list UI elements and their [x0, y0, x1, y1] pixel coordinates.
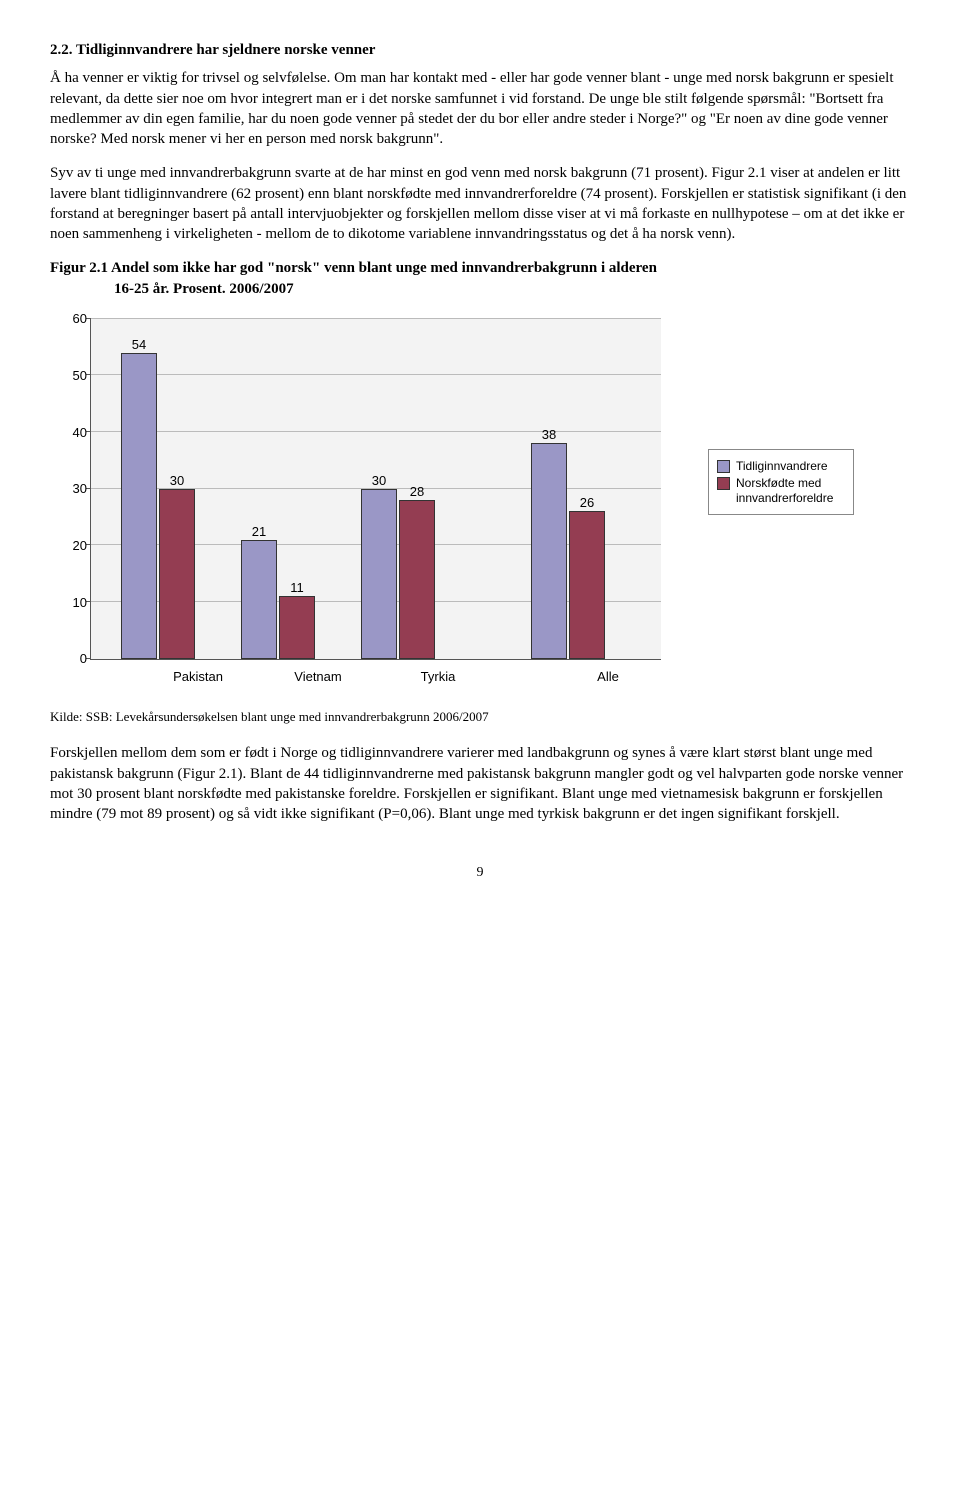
chart-legend: Tidliginnvandrere Norskfødte med innvandr…	[708, 449, 854, 515]
y-tick-label: 10	[63, 593, 87, 611]
bar-chart: 5430211130283826 0102030405060	[90, 319, 661, 660]
y-tick-label: 60	[63, 310, 87, 328]
y-tick-label: 50	[63, 367, 87, 385]
legend-item: Tidliginnvandrere	[717, 459, 845, 473]
bar-value-label: 30	[362, 472, 396, 490]
x-axis-labels: Pakistan Vietnam Tyrkia Alle	[130, 668, 700, 688]
paragraph-3: Forskjellen mellom dem som er født i Nor…	[50, 743, 910, 824]
y-tick-label: 40	[63, 423, 87, 441]
bar-group: 3028	[361, 489, 435, 659]
paragraph-1: Å ha venner er viktig for trivsel og sel…	[50, 68, 910, 149]
paragraph-2: Syv av ti unge med innvandrerbakgrunn sv…	[50, 163, 910, 244]
bar: 30	[361, 489, 397, 659]
figure-title: Figur 2.1 Andel som ikke har god "norsk"…	[50, 258, 910, 299]
bars-area: 5430211130283826	[91, 319, 661, 659]
legend-label: Norskfødte med innvandrerforeldre	[736, 476, 845, 505]
bar-group: 3826	[531, 443, 605, 658]
chart-source: Kilde: SSB: Levekårsundersøkelsen blant …	[50, 708, 910, 726]
bar: 38	[531, 443, 567, 658]
bar-value-label: 11	[280, 579, 314, 597]
x-axis-label: Tyrkia	[421, 668, 456, 686]
page-number: 9	[50, 864, 910, 883]
bar: 30	[159, 489, 195, 659]
figure-title-line1: Figur 2.1 Andel som ikke har god "norsk"…	[50, 260, 657, 276]
chart-container: 5430211130283826 0102030405060 PakistanV…	[90, 319, 910, 688]
bar-value-label: 38	[532, 426, 566, 444]
y-tick-label: 0	[63, 650, 87, 668]
bar: 28	[399, 500, 435, 659]
figure-title-line2: 16-25 år. Prosent. 2006/2007	[50, 279, 910, 299]
x-axis-label: Pakistan	[173, 668, 223, 686]
y-tick-label: 20	[63, 537, 87, 555]
bar-value-label: 54	[122, 336, 156, 354]
section-heading: 2.2. Tidliginnvandrere har sjeldnere nor…	[50, 40, 910, 60]
bar: 21	[241, 540, 277, 659]
x-axis-label: Alle	[597, 668, 619, 686]
legend-swatch	[717, 460, 730, 473]
legend-label: Tidliginnvandrere	[736, 459, 828, 473]
y-tick-label: 30	[63, 480, 87, 498]
bar: 26	[569, 511, 605, 658]
bar-value-label: 28	[400, 483, 434, 501]
legend-swatch	[717, 477, 730, 490]
bar: 54	[121, 353, 157, 659]
bar: 11	[279, 596, 315, 658]
bar-value-label: 26	[570, 494, 604, 512]
bar-value-label: 21	[242, 523, 276, 541]
legend-item: Norskfødte med innvandrerforeldre	[717, 476, 845, 505]
x-axis-label: Vietnam	[294, 668, 341, 686]
bar-group: 2111	[241, 540, 315, 659]
bar-value-label: 30	[160, 472, 194, 490]
bar-group: 5430	[121, 353, 195, 659]
